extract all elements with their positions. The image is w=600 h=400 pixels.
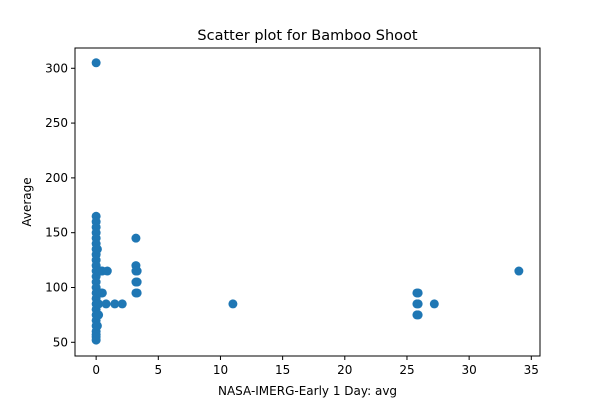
y-axis-ticks: 50 100 150 200 250 300 <box>45 61 75 349</box>
scatter-point <box>91 58 101 68</box>
x-tick-label: 30 <box>461 363 476 377</box>
scatter-point <box>101 299 111 309</box>
scatter-point <box>514 266 524 276</box>
scatter-point <box>429 299 439 309</box>
scatter-point <box>94 299 104 309</box>
scatter-point <box>413 299 423 309</box>
x-tick-label: 15 <box>275 363 290 377</box>
y-axis-label: Average <box>20 177 34 226</box>
scatter-point <box>132 277 142 287</box>
scatter-point <box>117 299 127 309</box>
scatter-point <box>97 288 107 298</box>
y-tick-label: 100 <box>45 280 68 294</box>
scatter-point <box>131 233 141 243</box>
y-tick-label: 300 <box>45 61 68 75</box>
x-axis-ticks: 0 5 10 15 20 25 30 35 <box>92 356 539 377</box>
y-tick-label: 50 <box>53 335 68 349</box>
scatter-point <box>413 310 423 320</box>
scatter-point <box>132 288 142 298</box>
scatter-point <box>132 266 142 276</box>
scatter-point <box>102 266 112 276</box>
plot-frame <box>74 47 541 357</box>
y-tick-label: 250 <box>45 116 68 130</box>
x-tick-label: 20 <box>337 363 352 377</box>
scatter-point <box>94 310 104 320</box>
x-tick-label: 25 <box>399 363 414 377</box>
scatter-point <box>413 288 423 298</box>
scatter-point <box>110 299 120 309</box>
y-tick-label: 150 <box>45 226 68 240</box>
x-tick-label: 10 <box>213 363 228 377</box>
data-points <box>91 58 524 345</box>
x-axis-label: NASA-IMERG-Early 1 Day: avg <box>218 384 397 398</box>
y-tick-label: 200 <box>45 171 68 185</box>
scatter-point <box>92 321 102 331</box>
x-tick-label: 35 <box>524 363 539 377</box>
scatter-point <box>228 299 238 309</box>
scatter-point <box>91 335 101 345</box>
x-tick-label: 5 <box>154 363 162 377</box>
chart-title: Scatter plot for Bamboo Shoot <box>197 28 418 44</box>
scatter-point <box>92 244 102 254</box>
x-tick-label: 0 <box>92 363 100 377</box>
